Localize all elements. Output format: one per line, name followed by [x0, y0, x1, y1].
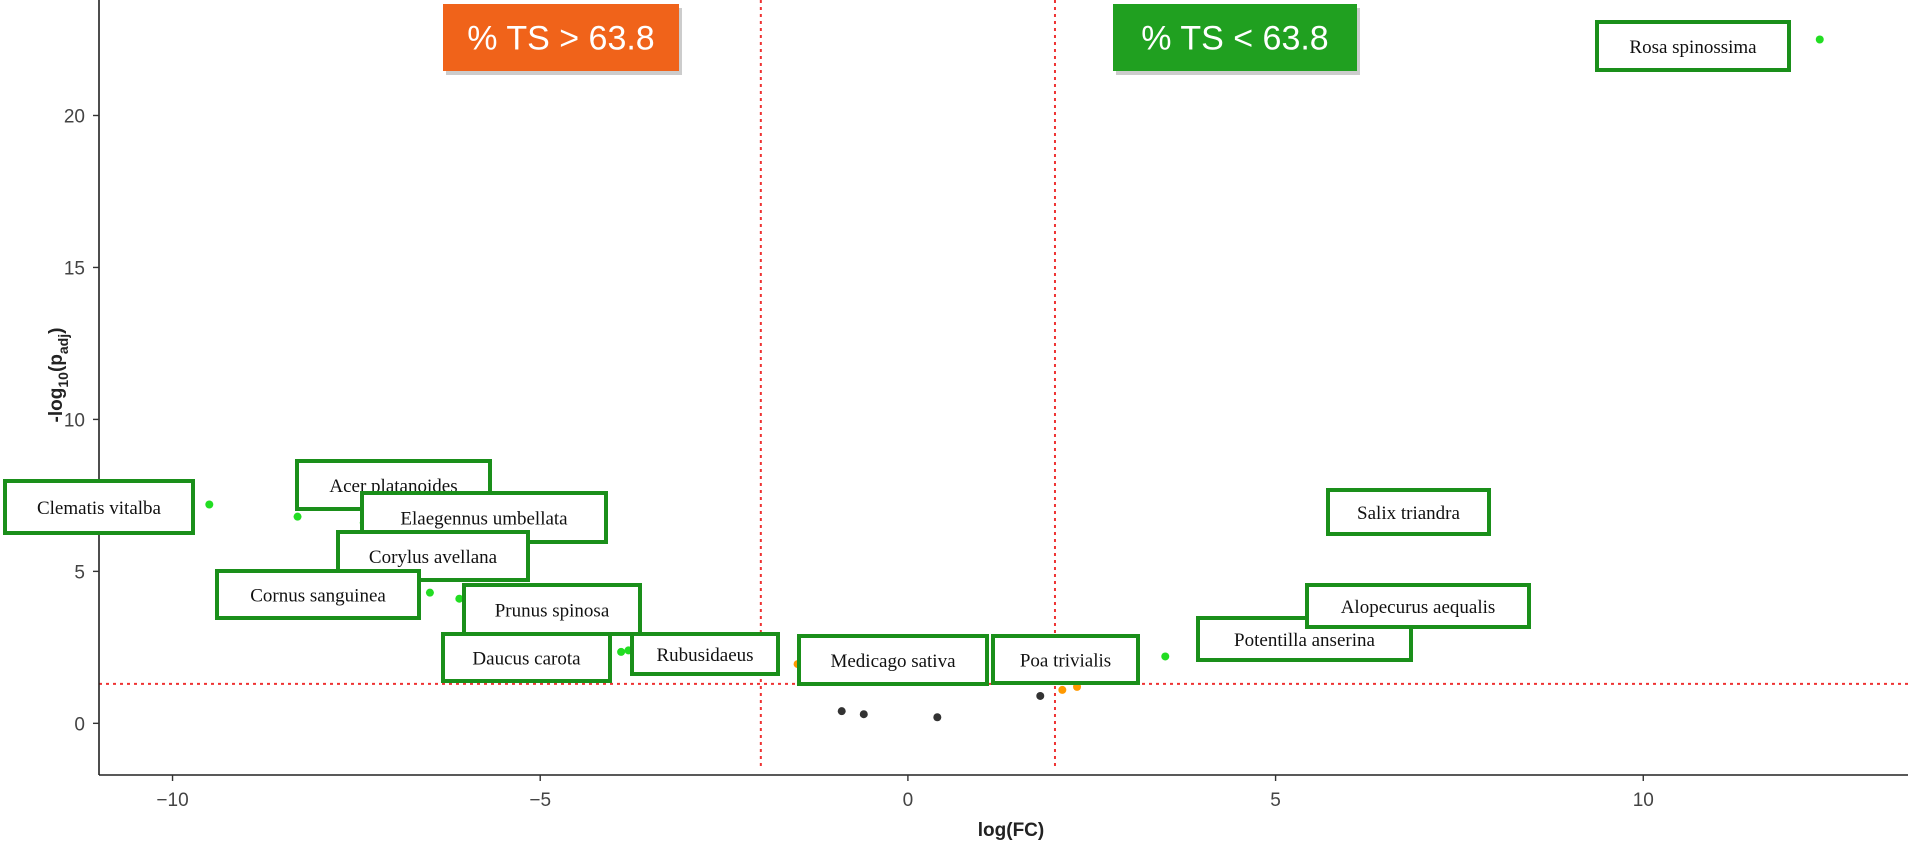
y-tick-label: 15 [64, 258, 85, 279]
point-label-text: Potentilla anserina [1234, 630, 1375, 651]
x-axis-title: log(FC) [978, 820, 1044, 841]
point-label-text: Salix triandra [1357, 503, 1460, 524]
banner-box [1113, 4, 1357, 71]
point-label-text: Poa trivialis [1020, 651, 1111, 672]
point-label-text: Medicago sativa [830, 651, 956, 672]
point-label-box [441, 632, 612, 683]
point-label: Clematis vitalba [3, 479, 195, 535]
y-axis-title-paren-open: (p [46, 354, 67, 372]
data-point [859, 710, 868, 719]
point-label-box [630, 632, 780, 676]
annotation-banner-left: % TS > 63.8 [443, 4, 682, 75]
data-point [837, 707, 846, 716]
data-point [1161, 652, 1170, 661]
point-label: Prunus spinosa [462, 583, 642, 636]
point-label-box [215, 569, 421, 620]
point-label: Alopecurus aequalis [1305, 583, 1531, 629]
data-point [617, 647, 626, 656]
y-axis-title: -log10(padj) [46, 328, 71, 423]
point-label: Cornus sanguinea [215, 569, 421, 620]
point-label-box [1305, 583, 1531, 629]
y-axis-title-main: -log [46, 388, 67, 423]
banner-text: % TS > 63.8 [467, 20, 654, 58]
y-tick-label: 10 [64, 410, 85, 431]
data-point [205, 500, 214, 509]
point-label-box [3, 479, 195, 535]
point-label-text: Cornus sanguinea [250, 586, 386, 607]
y-axis-title-paren-close: ) [46, 328, 67, 334]
point-label: Rosa spinossima [1595, 20, 1791, 72]
data-point [1815, 35, 1824, 44]
point-label-box [1595, 20, 1791, 72]
point-label: Poa trivialis [991, 634, 1140, 685]
point-label-text: Prunus spinosa [495, 601, 610, 622]
data-point [1036, 691, 1045, 700]
y-tick-label: 5 [74, 562, 85, 583]
point-label-text: Rosa spinossima [1629, 37, 1757, 58]
point-label: Elaegennus umbellata [360, 491, 608, 544]
annotation-banner-right: % TS < 63.8 [1113, 4, 1360, 75]
x-tick-label: 10 [1633, 790, 1654, 811]
data-point [455, 594, 464, 603]
data-point [425, 588, 434, 597]
point-label-text: Daucus carota [472, 649, 581, 670]
data-point [1058, 685, 1067, 694]
point-label-text: Rubusidaeus [656, 645, 753, 666]
data-point [293, 512, 302, 521]
point-label-text: Elaegennus umbellata [400, 509, 568, 530]
point-label: Daucus carota [441, 632, 612, 683]
point-label: Medicago sativa [797, 634, 989, 686]
point-label-box [991, 634, 1140, 685]
y-axis-title-sub1: 10 [55, 372, 71, 388]
banner-box [443, 4, 679, 71]
data-point [933, 713, 942, 722]
point-label-text: Alopecurus aequalis [1341, 597, 1496, 618]
y-tick-label: 0 [74, 714, 85, 735]
point-label: Salix triandra [1326, 488, 1491, 536]
banner-text: % TS < 63.8 [1141, 20, 1328, 58]
point-label-text: Clematis vitalba [37, 498, 162, 519]
point-label-text: Corylus avellana [369, 547, 498, 568]
x-tick-label: 0 [903, 790, 914, 811]
x-tick-label: 5 [1270, 790, 1281, 811]
point-label-box [1326, 488, 1491, 536]
point-label-box [797, 634, 989, 686]
point-label: Rubusidaeus [630, 632, 780, 676]
y-tick-label: 20 [64, 106, 85, 127]
y-axis-title-sub2: adj [55, 334, 71, 354]
x-tick-label: −10 [156, 790, 188, 811]
x-tick-label: −5 [529, 790, 551, 811]
